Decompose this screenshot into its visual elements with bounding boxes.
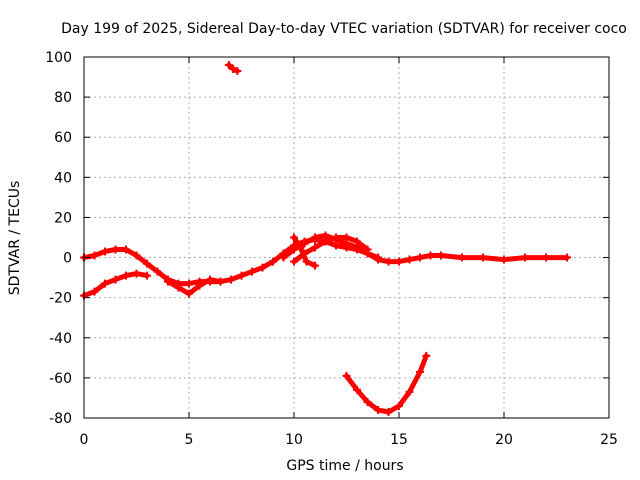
data-point: [311, 233, 319, 242]
data-point: [279, 253, 288, 262]
data-point: [405, 255, 414, 264]
data-point: [342, 239, 351, 248]
data-point: [542, 253, 550, 262]
data-point: [384, 407, 393, 416]
x-tick-label: 20: [495, 432, 513, 448]
y-tick-label: 40: [54, 170, 72, 186]
data-point: [153, 267, 162, 276]
data-point: [521, 253, 529, 262]
data-point: [143, 271, 151, 280]
y-tick-label: -60: [49, 371, 72, 387]
data-point: [237, 271, 246, 280]
data-point: [132, 251, 141, 260]
x-axis-label: GPS time / hours: [286, 458, 403, 474]
data-point: [122, 271, 130, 280]
series-line: [291, 235, 318, 269]
data-point: [479, 253, 487, 262]
data-point: [101, 247, 109, 256]
x-tick-label: 5: [185, 432, 194, 448]
data-point: [353, 385, 361, 394]
data-point: [174, 283, 183, 292]
data-point: [185, 289, 193, 298]
data-point: [258, 263, 267, 272]
data-point: [311, 243, 319, 252]
x-tick-label: 10: [285, 432, 303, 448]
data-point: [321, 231, 330, 240]
y-tick-label: -40: [49, 331, 72, 347]
data-point: [416, 253, 424, 262]
data-point: [437, 251, 445, 260]
series-arc-lower: [80, 269, 151, 300]
data-point: [111, 275, 120, 284]
ticks: -80 -60 -40 -20 0 20 40 60 80 100 0 5 10 15 20 25: [45, 50, 618, 448]
y-tick-label: 0: [63, 251, 72, 267]
data-point: [342, 371, 351, 380]
data-point: [122, 245, 130, 254]
data-point: [426, 251, 435, 260]
data-point: [233, 67, 242, 76]
series-arc-mid-d: [164, 275, 225, 298]
data-point: [248, 267, 256, 276]
series-line: [344, 353, 429, 415]
data-point: [229, 65, 238, 74]
data-point: [206, 275, 214, 284]
data-point: [363, 397, 372, 406]
y-tick-label: -80: [49, 411, 72, 427]
data-point: [132, 269, 141, 278]
data-point: [227, 275, 235, 284]
data-point: [458, 253, 466, 262]
series-arc-top: [224, 61, 242, 76]
data-point: [374, 253, 382, 262]
data-point: [395, 257, 403, 266]
data-point: [101, 279, 109, 288]
plot-frame: [83, 56, 610, 419]
data-point: [405, 387, 414, 396]
data-point: [302, 257, 311, 266]
data-point: [224, 61, 233, 70]
data-point: [296, 243, 305, 252]
data-point: [195, 281, 204, 290]
data-point: [500, 255, 508, 264]
x-tick-label: 15: [390, 432, 408, 448]
series-line: [81, 237, 570, 287]
data-point: [311, 261, 319, 270]
data-point: [185, 279, 193, 288]
data-point: [384, 257, 393, 266]
data-point: [374, 405, 382, 414]
data-point: [143, 259, 151, 268]
plot-series: [80, 61, 571, 416]
series-arc-bottom: [342, 351, 431, 416]
data-point: [416, 367, 424, 376]
data-point: [363, 249, 372, 258]
data-point: [563, 253, 571, 262]
y-tick-label: -20: [49, 291, 72, 307]
y-tick-label: 80: [54, 90, 72, 106]
data-point: [422, 351, 431, 360]
x-tick-label: 0: [80, 432, 89, 448]
series-arc-mid-c: [290, 233, 319, 270]
data-point: [290, 245, 298, 254]
data-point: [290, 233, 298, 242]
y-tick-label: 60: [54, 130, 72, 146]
data-point: [90, 251, 99, 260]
x-tick-label: 25: [600, 432, 618, 448]
y-tick-label: 100: [45, 50, 72, 66]
data-point: [216, 277, 225, 286]
data-point: [90, 287, 99, 296]
data-point: [332, 235, 340, 244]
grid: [84, 57, 609, 418]
data-point: [164, 277, 172, 286]
data-point: [300, 239, 309, 248]
data-point: [111, 245, 120, 254]
data-point: [269, 257, 277, 266]
y-tick-label: 20: [54, 210, 72, 226]
data-point: [290, 257, 298, 266]
y-axis-label: SDTVAR / TECUs: [7, 181, 23, 296]
chart-title: Day 199 of 2025, Sidereal Day-to-day VTE…: [61, 21, 627, 37]
data-point: [353, 243, 361, 252]
data-point: [395, 401, 403, 410]
